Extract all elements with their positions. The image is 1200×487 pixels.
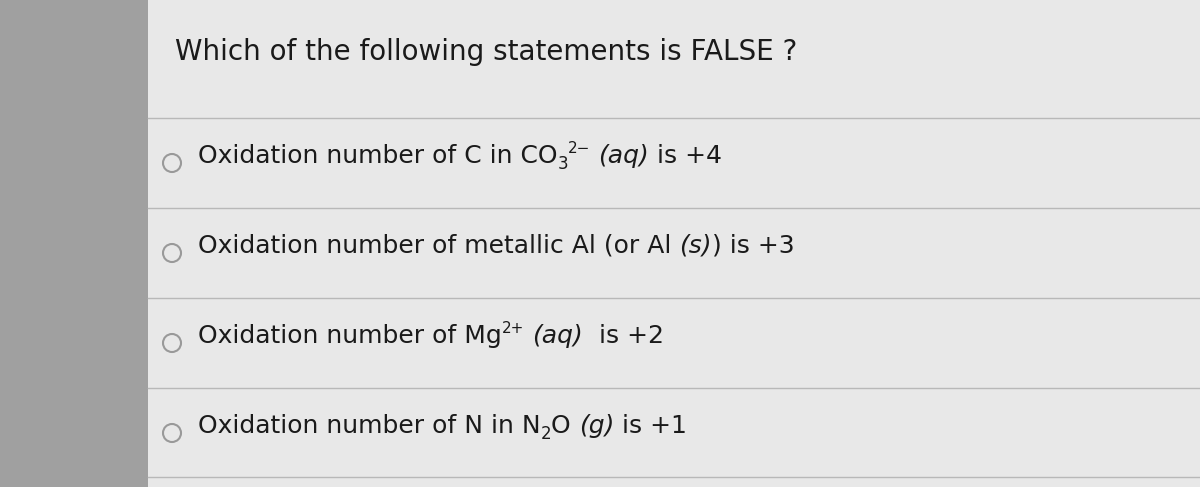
Text: 2+: 2+ bbox=[502, 321, 524, 337]
Text: 2: 2 bbox=[541, 425, 551, 443]
Text: Which of the following statements is FALSE ?: Which of the following statements is FAL… bbox=[175, 38, 797, 66]
Text: (g): (g) bbox=[578, 414, 614, 438]
Text: (s): (s) bbox=[679, 234, 712, 258]
Text: Oxidation number of N in N: Oxidation number of N in N bbox=[198, 414, 541, 438]
Text: (aq): (aq) bbox=[532, 324, 583, 348]
Text: O: O bbox=[551, 414, 578, 438]
Text: (aq): (aq) bbox=[599, 144, 649, 168]
Bar bbox=[148, 0, 1200, 487]
Text: Oxidation number of metallic Al (or Al: Oxidation number of metallic Al (or Al bbox=[198, 234, 679, 258]
Text: ) is +3: ) is +3 bbox=[712, 234, 794, 258]
Text: 3: 3 bbox=[558, 154, 568, 172]
Text: is +4: is +4 bbox=[649, 144, 722, 168]
Text: 2−: 2− bbox=[568, 141, 590, 156]
Text: Oxidation number of Mg: Oxidation number of Mg bbox=[198, 324, 502, 348]
Text: is +2: is +2 bbox=[583, 324, 664, 348]
Bar bbox=[0, 0, 148, 487]
Text: Oxidation number of C in CO: Oxidation number of C in CO bbox=[198, 144, 558, 168]
Text: is +1: is +1 bbox=[614, 414, 688, 438]
